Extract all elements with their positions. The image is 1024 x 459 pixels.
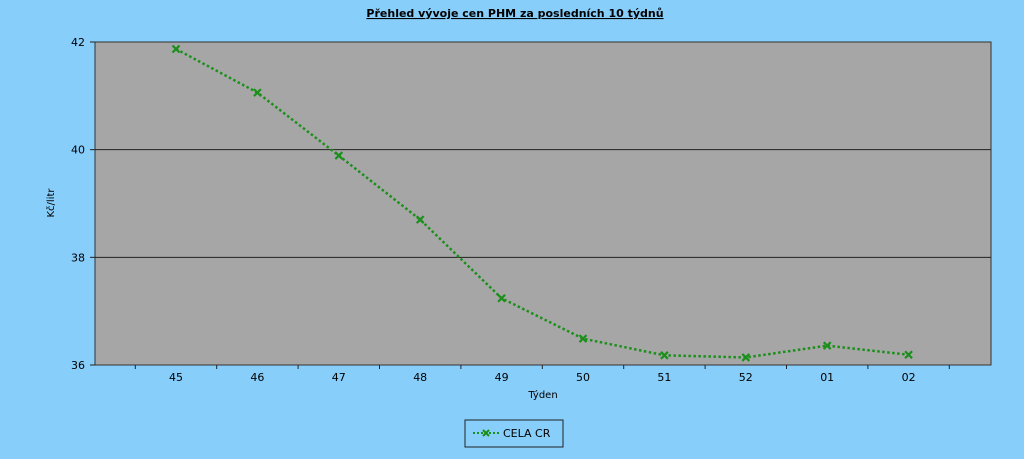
data-point <box>171 44 181 54</box>
data-point <box>660 351 669 360</box>
y-tick-label: 36 <box>71 359 85 372</box>
grid-lines <box>95 149 991 258</box>
legend-label: CELA CR <box>503 427 551 440</box>
data-point <box>334 151 344 160</box>
x-tick-label: 51 <box>657 371 671 384</box>
y-tick-label: 40 <box>71 144 85 157</box>
y-tick-label: 42 <box>71 36 85 49</box>
data-point <box>741 353 751 362</box>
x-tick-label: 48 <box>413 371 427 384</box>
data-point <box>822 341 832 350</box>
x-tick-label: 47 <box>332 371 346 384</box>
series-layer <box>171 44 913 362</box>
legend: CELA CR <box>464 419 564 448</box>
x-axis-ticks: 45 46 47 48 49 50 51 52 01 02 <box>134 365 950 384</box>
y-tick-label: 38 <box>71 251 85 264</box>
data-point <box>904 350 913 360</box>
x-tick-label: 49 <box>495 371 509 384</box>
data-point <box>578 334 588 343</box>
x-tick-label: 02 <box>902 371 916 384</box>
x-axis-label: Týden <box>527 389 557 401</box>
data-point <box>415 215 425 224</box>
y-axis-ticks: 36 38 40 42 <box>71 36 95 372</box>
series-line <box>175 47 909 359</box>
x-tick-label: 50 <box>576 371 590 384</box>
x-tick-label: 52 <box>739 371 753 384</box>
data-point <box>253 88 262 97</box>
plot-area <box>94 41 992 366</box>
legend-marker <box>482 429 490 437</box>
data-point <box>497 293 506 303</box>
legend-box <box>464 419 564 448</box>
y-axis-label: Kč/litr <box>45 188 57 218</box>
chart-title: Přehled vývoje cen PHM za posledních 10 … <box>366 7 663 20</box>
x-tick-label: 46 <box>250 371 264 384</box>
x-tick-label: 01 <box>820 371 834 384</box>
x-tick-label: 45 <box>169 371 183 384</box>
